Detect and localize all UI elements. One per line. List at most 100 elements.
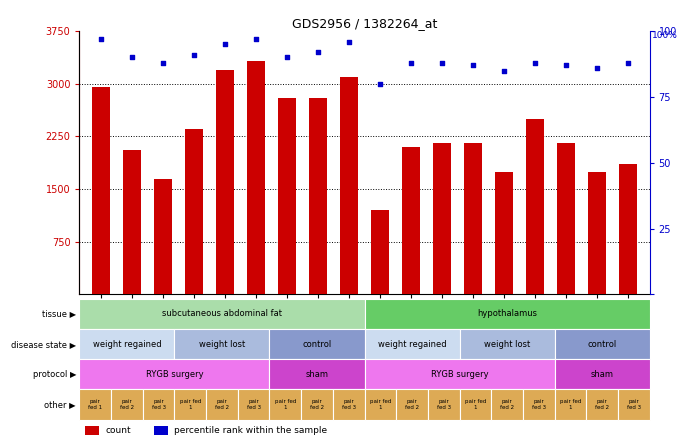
Text: RYGB surgery: RYGB surgery [146, 370, 203, 379]
Text: RYGB surgery: RYGB surgery [430, 370, 489, 379]
Point [437, 59, 448, 66]
Text: weight regained: weight regained [378, 340, 446, 349]
Bar [206, 389, 238, 420]
Bar [216, 70, 234, 294]
Text: pair
fed 2: pair fed 2 [215, 399, 229, 410]
Bar [269, 329, 365, 359]
Bar [79, 359, 269, 389]
Text: pair
fed 2: pair fed 2 [310, 399, 324, 410]
Bar [269, 389, 301, 420]
Text: pair
fed 2: pair fed 2 [500, 399, 514, 410]
Bar [556, 143, 575, 294]
Text: pair
fed 2: pair fed 2 [120, 399, 134, 410]
Text: hypothalamus: hypothalamus [477, 309, 537, 318]
Text: tissue ▶: tissue ▶ [42, 309, 76, 318]
Point [591, 64, 603, 71]
Text: weight lost: weight lost [484, 340, 530, 349]
Bar [247, 61, 265, 294]
Text: pair
fed 3: pair fed 3 [531, 399, 546, 410]
Text: pair
fed 3: pair fed 3 [627, 399, 641, 410]
Bar [79, 329, 174, 359]
Bar [92, 87, 111, 294]
Bar [618, 389, 650, 420]
Bar [364, 359, 554, 389]
Point [560, 62, 571, 69]
Bar [79, 299, 364, 329]
Point [343, 38, 354, 45]
Bar [364, 389, 396, 420]
Bar [554, 329, 650, 359]
Point [623, 59, 634, 66]
Point [498, 67, 509, 74]
Bar [464, 143, 482, 294]
Text: weight lost: weight lost [199, 340, 245, 349]
Bar [523, 389, 554, 420]
Bar [154, 178, 173, 294]
Bar [491, 389, 523, 420]
Bar [554, 389, 586, 420]
Title: GDS2956 / 1382264_at: GDS2956 / 1382264_at [292, 17, 437, 30]
Point [189, 51, 200, 58]
Bar [428, 389, 460, 420]
Point [126, 54, 138, 61]
Point [529, 59, 540, 66]
Bar [495, 171, 513, 294]
Bar [301, 389, 333, 420]
Point [158, 59, 169, 66]
Point [251, 36, 262, 43]
Point [467, 62, 478, 69]
Bar [269, 359, 365, 389]
Text: other ▶: other ▶ [44, 400, 76, 409]
Bar [238, 389, 269, 420]
Bar [85, 426, 100, 436]
Bar [174, 329, 269, 359]
Bar [184, 129, 203, 294]
Bar [526, 119, 545, 294]
Bar [333, 389, 364, 420]
Text: count: count [105, 426, 131, 435]
Point [220, 41, 231, 48]
Text: 100%: 100% [652, 31, 678, 40]
Text: percentile rank within the sample: percentile rank within the sample [173, 426, 327, 435]
Text: sham: sham [591, 370, 614, 379]
Text: pair fed
1: pair fed 1 [560, 399, 581, 410]
Bar [396, 389, 428, 420]
Bar [460, 389, 491, 420]
Bar [153, 426, 168, 436]
Bar [79, 389, 111, 420]
Text: pair
fed 3: pair fed 3 [151, 399, 166, 410]
Text: subcutaneous abdominal fat: subcutaneous abdominal fat [162, 309, 282, 318]
Bar [433, 143, 451, 294]
Text: pair
fed 3: pair fed 3 [437, 399, 451, 410]
Text: disease state ▶: disease state ▶ [11, 340, 76, 349]
Text: control: control [303, 340, 332, 349]
Text: protocol ▶: protocol ▶ [32, 370, 76, 379]
Text: pair fed
1: pair fed 1 [180, 399, 201, 410]
Bar [370, 210, 389, 294]
Text: pair fed
1: pair fed 1 [370, 399, 391, 410]
Text: pair
fed 1: pair fed 1 [88, 399, 102, 410]
Point [281, 54, 292, 61]
Bar [123, 151, 142, 294]
Bar [309, 98, 328, 294]
Bar [340, 77, 359, 294]
Text: pair
fed 2: pair fed 2 [405, 399, 419, 410]
Point [375, 80, 386, 87]
Bar [586, 389, 618, 420]
Point [406, 59, 417, 66]
Bar [401, 147, 420, 294]
Bar [174, 389, 206, 420]
Bar [364, 299, 650, 329]
Text: sham: sham [305, 370, 328, 379]
Text: pair
fed 3: pair fed 3 [247, 399, 261, 410]
Bar [460, 329, 554, 359]
Bar [587, 171, 606, 294]
Text: weight regained: weight regained [93, 340, 161, 349]
Bar [364, 329, 460, 359]
Bar [111, 389, 143, 420]
Text: pair fed
1: pair fed 1 [464, 399, 486, 410]
Text: control: control [587, 340, 616, 349]
Text: pair
fed 2: pair fed 2 [595, 399, 609, 410]
Text: pair
fed 3: pair fed 3 [341, 399, 356, 410]
Text: pair fed
1: pair fed 1 [274, 399, 296, 410]
